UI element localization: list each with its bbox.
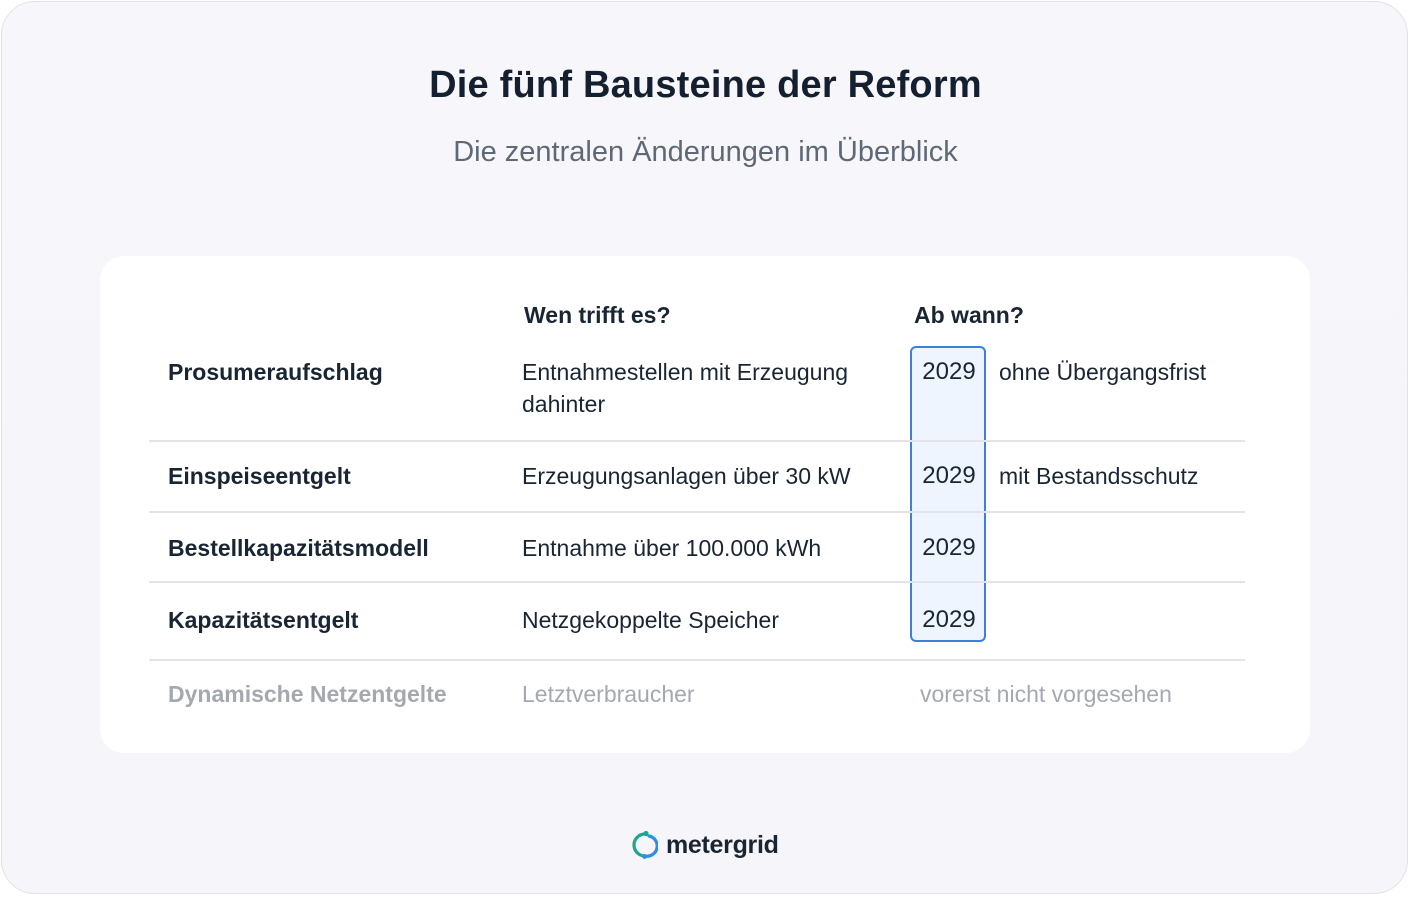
table-row-note: mit Bestandsschutz [999,463,1199,489]
column-header-when: Ab wann? [914,302,1024,328]
table-row-who: Erzeugungsanlagen über 30 kW [522,463,851,489]
table-row-who: Letztverbraucher [522,681,695,707]
table-row-who: Entnahme über 100.000 kWh [522,535,822,561]
table-row-who: Entnahmestellen mit Erzeugung dahinter [522,359,849,417]
page-title: Die fünf Bausteine der Reform [429,64,982,106]
table-row-name: Einspeiseentgelt [168,463,351,489]
row-divider [149,659,1245,661]
table-row-name: Prosumeraufschlag [168,359,383,385]
table-row-name: Dynamische Netzentgelte [168,681,447,707]
row-divider [149,581,1245,583]
year-highlight-box [910,346,986,642]
metergrid-logo-icon [632,830,658,859]
brand-logo: metergrid [632,829,779,861]
page-subtitle: Die zentralen Änderungen im Überblick [453,136,958,168]
table-row-year: 2029 [922,606,976,633]
brand-name: metergrid [666,830,779,859]
table-row-who: Netzgekoppelte Speicher [522,607,779,633]
row-divider [149,511,1245,513]
table-row-name: Bestellkapazitätsmodell [168,535,429,561]
row-divider [149,440,1245,442]
table-row-note: vorerst nicht vorgesehen [920,681,1172,707]
table-row-year: 2029 [922,534,976,561]
table-row-note: ohne Übergangsfrist [999,359,1207,385]
table-row-year: 2029 [922,462,976,489]
table-row-year: 2029 [922,358,976,385]
column-header-who: Wen trifft es? [524,302,671,328]
reform-table-card [100,256,1310,753]
table-row-name: Kapazitätsentgelt [168,607,359,633]
